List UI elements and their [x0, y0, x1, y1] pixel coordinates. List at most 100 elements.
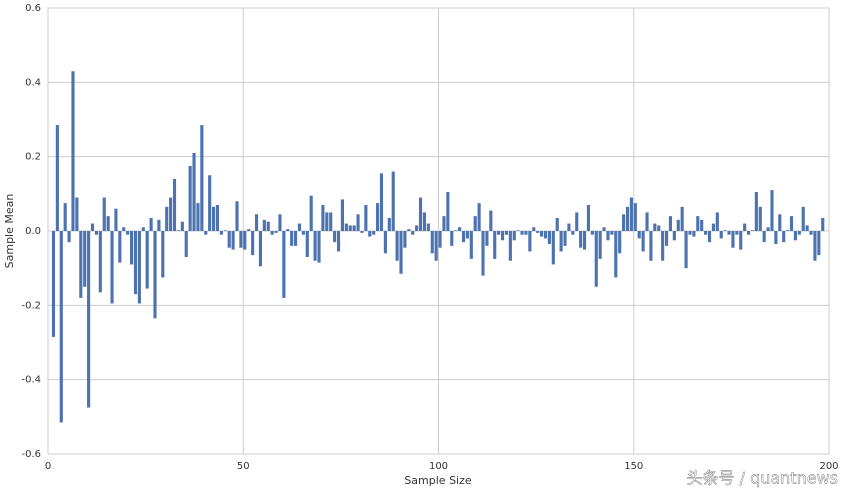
y-tick-label: -0.6	[21, 449, 41, 460]
bar	[493, 231, 497, 259]
bar	[102, 197, 106, 231]
bar	[161, 231, 165, 278]
bar	[422, 212, 427, 231]
bar	[317, 231, 321, 263]
y-tick-label: 0.0	[25, 226, 41, 237]
x-tick-label: 50	[237, 461, 250, 472]
bar	[130, 231, 134, 265]
bar	[653, 223, 657, 231]
bar	[87, 231, 91, 408]
bar	[430, 231, 434, 254]
bar	[516, 230, 520, 231]
bar	[606, 231, 610, 241]
bar	[395, 231, 399, 261]
bar	[450, 231, 454, 246]
bar	[403, 231, 407, 248]
bar	[739, 231, 743, 250]
bar	[98, 231, 102, 293]
bar	[184, 231, 188, 258]
bar	[223, 230, 227, 231]
bar	[321, 204, 325, 231]
x-tick-label: 150	[624, 461, 643, 472]
bar	[313, 231, 317, 261]
bar	[657, 225, 661, 231]
bar	[258, 231, 262, 267]
bar	[594, 231, 598, 287]
bar	[524, 231, 528, 235]
bar	[458, 227, 462, 231]
bar	[399, 231, 403, 274]
bar	[715, 212, 719, 231]
bar	[614, 231, 618, 278]
bar	[489, 210, 493, 231]
bar	[508, 231, 512, 261]
y-tick-label: -0.4	[21, 375, 41, 386]
bar	[282, 231, 286, 298]
bar	[415, 225, 419, 231]
bar	[801, 206, 805, 231]
bar	[680, 206, 684, 231]
bar	[251, 231, 255, 256]
bar	[157, 219, 161, 231]
bar	[200, 125, 204, 231]
bar	[461, 231, 466, 243]
bar	[329, 212, 333, 231]
bar	[610, 231, 614, 235]
bar	[754, 191, 758, 231]
bar	[442, 216, 446, 231]
bar	[536, 231, 540, 233]
bar	[379, 173, 384, 231]
bar	[731, 231, 735, 248]
bar	[586, 204, 591, 231]
bar	[153, 231, 157, 319]
bar	[649, 231, 653, 261]
bar	[590, 231, 594, 235]
bar	[94, 231, 98, 235]
bar	[704, 231, 708, 235]
bar	[778, 214, 782, 231]
bar	[188, 165, 192, 231]
bar	[571, 231, 575, 235]
bar	[750, 230, 755, 231]
bar	[641, 231, 645, 252]
bar	[543, 231, 548, 239]
bar	[645, 212, 649, 231]
bar	[172, 178, 177, 231]
bar	[793, 231, 797, 241]
bar	[469, 231, 473, 259]
bar	[551, 231, 555, 265]
bar	[106, 216, 110, 231]
bar	[434, 231, 438, 261]
bar	[746, 231, 751, 235]
bar	[579, 231, 583, 248]
bar	[266, 221, 270, 231]
bar	[169, 197, 173, 231]
bar	[598, 231, 602, 259]
bar	[270, 231, 274, 235]
watermark: 头条号 / quantnews	[687, 469, 839, 488]
bar	[782, 231, 786, 243]
bar	[477, 203, 481, 231]
bar	[719, 231, 723, 239]
bar	[684, 231, 688, 269]
bar	[274, 231, 278, 233]
bar	[208, 175, 212, 231]
y-axis-label: Sample Mean	[3, 194, 16, 269]
bar	[110, 231, 114, 304]
bar	[766, 227, 770, 231]
bar	[411, 231, 415, 235]
bar	[290, 231, 294, 246]
bar	[547, 231, 551, 245]
bar	[520, 231, 524, 235]
bar	[688, 231, 692, 235]
y-tick-label: 0.4	[25, 77, 41, 88]
bar	[618, 231, 622, 254]
bar	[149, 217, 153, 231]
bar	[797, 231, 801, 235]
bar	[664, 231, 669, 246]
bar	[813, 231, 817, 261]
bar	[602, 227, 606, 231]
bar	[391, 171, 395, 231]
bar	[51, 231, 56, 337]
bar	[497, 231, 501, 235]
